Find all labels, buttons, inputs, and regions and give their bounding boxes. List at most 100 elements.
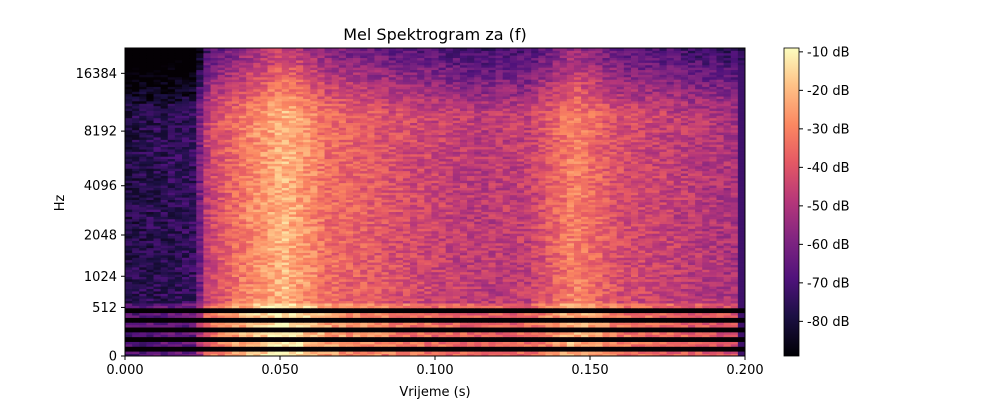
spectrogram-cell [374, 310, 382, 314]
spectrogram-cell [509, 336, 518, 340]
spectrogram-cell [602, 230, 610, 234]
spectrogram-cell [716, 283, 725, 287]
spectrogram-cell [424, 271, 432, 275]
spectrogram-cell [595, 291, 603, 294]
spectrogram-cell [552, 242, 561, 246]
spectrogram-cell [723, 223, 732, 227]
spectrogram-cell [502, 269, 511, 273]
spectrogram-cell [459, 319, 468, 323]
spectrogram-cell [595, 226, 603, 229]
spectrogram-cell [395, 329, 404, 333]
spectrogram-cell [545, 266, 553, 270]
spectrogram-cell [566, 295, 575, 299]
spectrogram-cell [367, 343, 375, 347]
spectrogram-cell [338, 235, 347, 239]
spectrogram-cell [467, 230, 475, 234]
spectrogram-cell [645, 307, 653, 311]
spectrogram-cell [538, 252, 546, 256]
spectrogram-cell [445, 324, 454, 328]
spectrogram-cell [573, 322, 582, 326]
spectrogram-cell [552, 286, 561, 290]
spectrogram-cell [125, 235, 133, 239]
spectrogram-cell [417, 247, 425, 251]
spectrogram-cell [395, 252, 404, 256]
spectrogram-cell [417, 300, 425, 304]
spectrogram-cell [338, 303, 347, 306]
spectrogram-cell [502, 343, 511, 347]
spectrogram-cell [638, 339, 646, 342]
spectrogram-cell [281, 216, 290, 220]
spectrogram-cell [630, 257, 639, 261]
chart-title: Mel Spektrogram za (f) [343, 25, 527, 44]
spectrogram-cell [402, 295, 411, 299]
spectrogram-cell [160, 230, 169, 234]
spectrogram-cell [595, 353, 603, 357]
spectrogram-cell [182, 317, 190, 321]
spectrogram-cell [217, 283, 226, 287]
spectrogram-cell [595, 276, 603, 280]
spectrogram-cell [424, 266, 432, 270]
spectrogram-cell [716, 315, 725, 318]
spectrogram-cell [360, 317, 368, 321]
spectrogram-cell [538, 240, 546, 244]
spectrogram-cell [509, 300, 518, 304]
spectrogram-cell [217, 279, 226, 282]
spectrogram-cell [431, 329, 439, 333]
spectrogram-cell [566, 262, 575, 265]
spectrogram-cell [132, 240, 140, 244]
spectrogram-cell [445, 252, 454, 256]
spectrogram-cell [139, 259, 147, 263]
spectrogram-cell [474, 221, 482, 225]
spectrogram-cell [695, 346, 703, 350]
spectrogram-cell [338, 331, 347, 335]
spectrogram-cell [474, 245, 482, 249]
spectrogram-cell [203, 257, 211, 261]
spectrogram-cell [196, 276, 204, 280]
spectrogram-cell [367, 266, 375, 270]
spectrogram-cell [267, 226, 276, 229]
spectrogram-cell [217, 240, 226, 244]
spectrogram-cell [609, 324, 618, 328]
spectrogram-cell [467, 341, 475, 345]
spectrogram-cell [467, 221, 475, 225]
spectrogram-cell [246, 288, 254, 292]
spectrogram-cell [666, 288, 675, 292]
spectrogram-cell [531, 283, 539, 287]
spectrogram-cell [509, 230, 518, 234]
spectrogram-cell [431, 298, 439, 302]
spectrogram-cell [132, 269, 140, 273]
spectrogram-cell [716, 257, 725, 261]
spectrogram-cell [267, 271, 276, 275]
spectrogram-cell [224, 281, 233, 285]
spectrogram-cell [702, 319, 710, 323]
spectrogram-cell [630, 322, 639, 326]
spectrogram-cell [467, 293, 475, 297]
spectrogram-cell [459, 346, 468, 350]
spectrogram-cell [687, 317, 696, 321]
spectrogram-cell [438, 218, 447, 222]
spectrogram-cell [132, 216, 140, 220]
spectrogram-cell [246, 341, 254, 345]
spectrogram-cell [573, 293, 582, 297]
spectrogram-cell [167, 264, 176, 268]
spectrogram-cell [246, 331, 254, 335]
spectrogram-cell [267, 235, 276, 239]
spectrogram-cell [516, 226, 525, 229]
spectrogram-cell [531, 269, 539, 273]
spectrogram-cell [374, 235, 382, 239]
spectrogram-cell [338, 291, 347, 294]
spectrogram-cell [609, 254, 618, 258]
spectrogram-cell [388, 315, 397, 318]
spectrogram-cell [132, 230, 140, 234]
spectrogram-cell [573, 218, 582, 222]
spectrogram-cell [595, 274, 603, 277]
spectrogram-cell [723, 307, 732, 311]
spectrogram-cell [467, 266, 475, 270]
spectrogram-cell [737, 276, 746, 280]
spectrogram-cell [474, 336, 482, 340]
spectrogram-cell [474, 286, 482, 290]
spectrogram-cell [203, 283, 211, 287]
spectrogram-cell [246, 274, 254, 277]
spectrogram-cell [638, 242, 646, 246]
spectrogram-cell [231, 303, 240, 306]
